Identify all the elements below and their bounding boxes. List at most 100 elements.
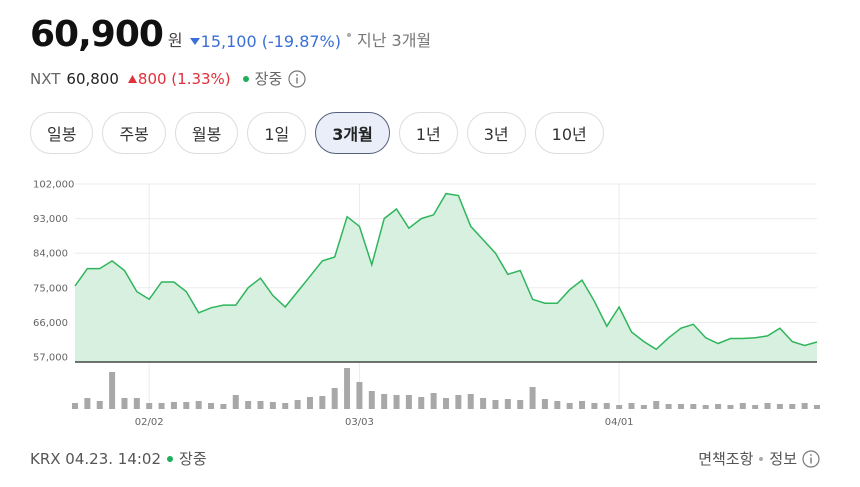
period-tab[interactable]: 10년 xyxy=(534,112,604,154)
volume-bar xyxy=(208,403,215,409)
volume-bar xyxy=(789,404,796,409)
period-tab[interactable]: 3년 xyxy=(466,112,526,154)
volume-bar xyxy=(121,398,128,409)
volume-bar xyxy=(665,404,672,409)
separator xyxy=(759,456,764,461)
period-tabs: 일봉 주봉 월봉 1일 3개월 1년 3년 10년 xyxy=(30,112,604,154)
x-tick-label: 02/02 xyxy=(135,417,164,428)
volume-bar xyxy=(764,403,771,409)
volume-bar xyxy=(84,398,91,409)
price-line xyxy=(74,192,818,351)
down-arrow xyxy=(189,38,200,45)
y-tick-label: 84,000 xyxy=(33,249,68,260)
y-tick-label: 57,000 xyxy=(33,353,68,364)
volume-bar xyxy=(443,398,449,409)
volume-bar xyxy=(541,399,548,409)
volume-bar xyxy=(195,401,202,409)
current-price: 60,900 xyxy=(30,14,164,55)
volume-bar xyxy=(146,403,153,409)
volume-bar xyxy=(752,405,759,409)
x-tick-label: 04/01 xyxy=(605,417,634,428)
period-tab[interactable]: 1일 xyxy=(247,112,307,154)
volume-bar xyxy=(245,401,252,409)
volume-bar xyxy=(356,382,363,409)
volume-bar xyxy=(170,402,177,409)
nxt-price: 60,800 xyxy=(66,69,119,88)
footer-status: 장중 xyxy=(179,450,207,468)
volume-bar xyxy=(715,404,722,409)
volume-bar xyxy=(554,401,561,409)
volume-bar xyxy=(517,400,524,409)
period-tab[interactable]: 1년 xyxy=(398,112,458,154)
volume-bar xyxy=(690,404,697,409)
price-header: 60,900 원 15,100 (-19.87%) 지난 3개월 xyxy=(30,14,431,55)
y-tick-label: 102,000 xyxy=(33,180,74,191)
volume-bar xyxy=(776,404,783,409)
volume-bar xyxy=(504,399,511,409)
volume-bar xyxy=(109,372,116,409)
y-tick-label: 75,000 xyxy=(33,283,68,294)
volume-bar xyxy=(616,405,623,409)
volume-bar xyxy=(133,398,140,409)
price-area xyxy=(75,193,817,362)
volume-bar xyxy=(653,401,660,409)
info-icon[interactable] xyxy=(802,449,820,468)
period-tab[interactable]: 주봉 xyxy=(102,112,166,154)
volume-bar xyxy=(183,402,190,409)
volume-bar xyxy=(603,403,610,409)
up-arrow xyxy=(127,74,137,83)
volume-bar xyxy=(801,403,808,409)
period: 지난 3개월 xyxy=(357,31,432,50)
footer-right: 면책조항 정보 xyxy=(698,448,820,469)
volume-bar xyxy=(480,398,487,409)
period-tab[interactable]: 일봉 xyxy=(30,112,94,154)
period-tab[interactable]: 3개월 xyxy=(315,112,390,154)
period-tab[interactable]: 월봉 xyxy=(174,112,239,154)
price-change: 15,100 (-19.87%) xyxy=(189,32,341,51)
volume-bar xyxy=(702,405,709,409)
footer-left: KRX 04.23. 14:02 장중 xyxy=(30,448,207,469)
nxt-row: NXT 60,800 800 (1.33%) 장중 xyxy=(30,68,306,89)
volume-bar xyxy=(591,403,598,409)
volume-bar xyxy=(467,394,474,409)
volume-bar xyxy=(739,403,746,409)
volume-bar xyxy=(319,396,326,409)
volume-bar xyxy=(727,405,734,409)
volume-bar xyxy=(220,404,227,409)
volume-bar xyxy=(814,405,820,409)
volume-bar xyxy=(257,401,264,409)
volume-bar xyxy=(72,403,78,409)
info-icon[interactable] xyxy=(288,69,306,88)
separator xyxy=(347,32,351,37)
volume-bar xyxy=(455,395,462,409)
chart: 57,000 66,000 75,000 84,000 93,000 102,000 02/… xyxy=(33,180,820,428)
volume-bar xyxy=(430,393,437,409)
nxt-change: 800 (1.33%) xyxy=(127,70,231,88)
volume-bar xyxy=(405,395,412,409)
volume-bar xyxy=(393,395,400,409)
volume-bar xyxy=(579,401,586,409)
volume-bar xyxy=(368,391,375,409)
volume-bar xyxy=(381,394,388,409)
volume-bar xyxy=(566,403,573,409)
y-tick-label: 93,000 xyxy=(33,214,68,225)
volume-bar xyxy=(96,401,103,409)
status-dot xyxy=(242,75,249,82)
volume-bar xyxy=(158,403,165,409)
source: KRX 04.23. 14:02 xyxy=(30,449,162,468)
volume-bar xyxy=(331,388,338,409)
y-tick-label: 66,000 xyxy=(33,318,68,329)
volume-bar xyxy=(306,397,313,409)
change-text: 15,100 (-19.87%) xyxy=(200,31,341,51)
info[interactable]: 정보 xyxy=(769,450,797,468)
volume-bar xyxy=(232,395,239,409)
nxt-label: NXT xyxy=(30,69,61,88)
volume-bar xyxy=(294,400,301,409)
volume-bar xyxy=(529,387,536,409)
volume-bar xyxy=(677,404,684,409)
disclaimer[interactable]: 면책조항 xyxy=(698,450,754,468)
price-unit: 원 xyxy=(167,31,183,50)
status-dot xyxy=(167,455,174,462)
